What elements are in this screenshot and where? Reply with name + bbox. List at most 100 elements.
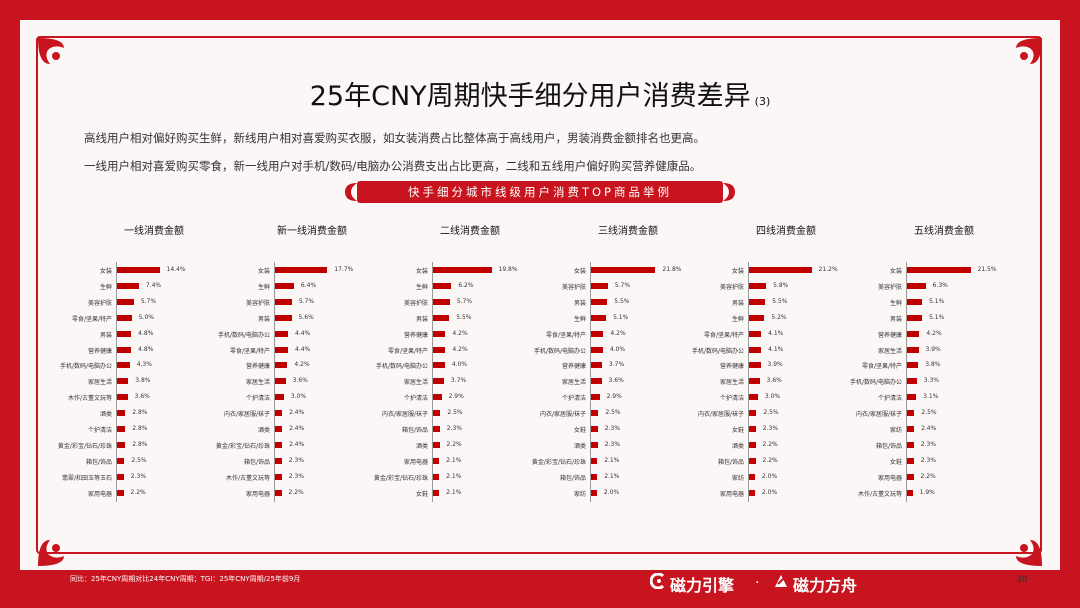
category-label: 男装 xyxy=(99,331,112,339)
category-label: 生鲜 xyxy=(573,315,586,323)
data-label: 2.2% xyxy=(762,456,778,464)
category-label: 美容护肤 xyxy=(403,299,428,307)
data-label: 5.7% xyxy=(140,297,157,305)
category-label: 黄金/彩宝/钻石/珍珠 xyxy=(373,474,428,482)
category-label: 家纺 xyxy=(889,427,902,434)
data-label: 2.1% xyxy=(446,456,462,464)
data-label: 3.3% xyxy=(923,377,939,385)
category-label: 女鞋 xyxy=(573,427,586,434)
data-label: 6.2% xyxy=(458,281,474,289)
bar xyxy=(433,282,452,289)
data-label: 2.3% xyxy=(288,456,305,464)
category-label: 酒类 xyxy=(731,442,744,450)
category-label: 男装 xyxy=(731,299,744,307)
brand-separator: · xyxy=(755,575,760,591)
bar xyxy=(749,267,812,273)
category-label: 营养健康 xyxy=(561,363,586,371)
category-label: 内衣/家居服/袜子 xyxy=(381,411,428,419)
data-label: 4.2% xyxy=(452,345,468,353)
data-label: 2.9% xyxy=(448,393,464,401)
bar xyxy=(907,267,971,273)
bar xyxy=(907,282,926,289)
bar xyxy=(433,489,440,496)
description-line-2: 一线用户相对喜爱购买零食，新一线用户对手机/数码/电脑办公消费支出占比更高，二线… xyxy=(84,159,702,173)
category-label: 生鲜 xyxy=(731,315,744,323)
bar xyxy=(749,330,762,337)
category-label: 女装 xyxy=(889,268,902,275)
data-label: 4.3% xyxy=(136,361,152,369)
bar xyxy=(907,314,923,321)
data-label: 2.3% xyxy=(288,472,305,480)
category-label: 女装 xyxy=(573,268,586,275)
page-number: 30 xyxy=(1016,575,1028,585)
corner-ornament-top-left xyxy=(38,38,64,64)
bar xyxy=(117,282,139,289)
data-label: 2.0% xyxy=(603,488,620,496)
bar xyxy=(907,362,919,369)
category-label: 个护清洁 xyxy=(719,395,744,403)
category-label: 个护清洁 xyxy=(403,395,428,403)
category-label: 木作/古董文玩等 xyxy=(857,490,902,498)
category-label: 美容护肤 xyxy=(87,299,112,307)
bar xyxy=(433,267,492,273)
data-label: 2.2% xyxy=(288,488,304,496)
bar xyxy=(117,298,134,305)
data-label: 4.2% xyxy=(926,329,942,337)
bar xyxy=(591,441,598,448)
category-label: 美容护肤 xyxy=(719,283,744,291)
category-label: 家居生活 xyxy=(877,347,902,355)
brand-cili-ark: 磁力方舟 xyxy=(793,576,858,595)
data-label: 5.0% xyxy=(138,313,155,321)
data-label: 2.9% xyxy=(606,393,622,401)
data-label: 4.8% xyxy=(138,345,154,353)
cili-ark-logo-icon xyxy=(775,575,787,587)
corner-ornament-top-right xyxy=(1016,38,1042,64)
bar xyxy=(749,378,760,385)
cili-engine-logo-icon xyxy=(650,573,665,589)
category-label: 个护清洁 xyxy=(87,427,112,434)
category-label: 手机/数码/电脑办公 xyxy=(217,331,270,339)
category-label: 营养健康 xyxy=(403,331,428,339)
data-label: 1.9% xyxy=(919,488,935,496)
category-label: 内衣/家居服/袜子 xyxy=(539,411,586,419)
data-label: 2.3% xyxy=(920,456,937,464)
category-label: 零食/坚果/特产 xyxy=(387,347,428,355)
corner-ornament-bottom-left xyxy=(38,540,64,566)
category-label: 内衣/家居服/袜子 xyxy=(223,411,270,419)
data-label: 2.2% xyxy=(130,488,146,496)
data-label: 4.4% xyxy=(295,345,311,353)
chart-axis-line xyxy=(432,262,433,502)
bar xyxy=(275,362,288,369)
bar xyxy=(117,473,124,480)
chart-axis-line xyxy=(906,262,907,502)
category-label: 零食/坚果/特产 xyxy=(71,315,112,323)
bar xyxy=(591,457,598,464)
bar xyxy=(749,314,765,321)
category-label: 酒类 xyxy=(415,442,428,450)
data-label: 3.9% xyxy=(767,361,783,369)
data-label: 2.1% xyxy=(446,488,462,496)
data-label: 4.1% xyxy=(768,345,784,353)
category-label: 手机/数码/电脑办公 xyxy=(849,379,902,387)
bar xyxy=(749,282,767,289)
data-label: 2.2% xyxy=(920,472,936,480)
data-label: 5.7% xyxy=(614,281,631,289)
category-label: 个护清洁 xyxy=(877,395,902,403)
bar xyxy=(433,410,441,417)
data-label: 5.1% xyxy=(929,313,945,321)
data-label: 3.0% xyxy=(764,393,781,401)
bar xyxy=(591,489,597,496)
bar xyxy=(749,441,756,448)
bar xyxy=(591,298,608,305)
data-label: 4.1% xyxy=(768,329,784,337)
chart-title: 新一线消费金额 xyxy=(277,226,347,237)
category-label: 酒类 xyxy=(99,411,112,419)
bar xyxy=(591,346,603,353)
data-label: 4.8% xyxy=(138,329,154,337)
category-label: 家居生活 xyxy=(561,379,586,387)
category-label: 手机/数码/电脑办公 xyxy=(691,347,744,355)
bar xyxy=(433,457,440,464)
category-label: 生鲜 xyxy=(889,299,902,307)
category-label: 家纺 xyxy=(731,474,744,482)
category-label: 营养健康 xyxy=(719,363,744,371)
